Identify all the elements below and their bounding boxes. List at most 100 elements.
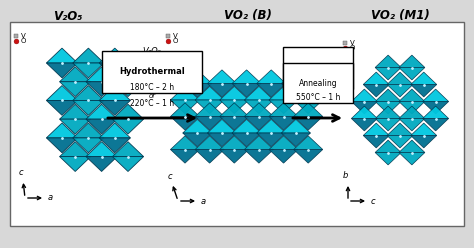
Text: a: a (48, 193, 53, 203)
Text: V₂O₅: V₂O₅ (53, 9, 82, 23)
Polygon shape (112, 67, 144, 82)
Polygon shape (245, 86, 273, 100)
Text: Hydrothermal: Hydrothermal (119, 67, 185, 76)
Polygon shape (399, 140, 425, 153)
Polygon shape (195, 117, 224, 130)
Polygon shape (195, 150, 224, 163)
Polygon shape (112, 142, 144, 156)
Polygon shape (375, 55, 401, 67)
Polygon shape (195, 86, 224, 100)
Polygon shape (375, 89, 401, 101)
Polygon shape (293, 103, 323, 117)
Polygon shape (73, 123, 104, 138)
Polygon shape (232, 70, 261, 84)
Text: 550°C – 1 h: 550°C – 1 h (296, 93, 340, 102)
Polygon shape (46, 123, 78, 138)
Polygon shape (86, 142, 117, 156)
Polygon shape (293, 136, 323, 150)
Polygon shape (423, 101, 448, 114)
Polygon shape (220, 150, 249, 163)
Text: O: O (21, 38, 27, 44)
Polygon shape (375, 140, 401, 153)
Polygon shape (220, 117, 249, 130)
Text: O: O (350, 45, 356, 51)
Text: O: O (173, 38, 178, 44)
Polygon shape (220, 100, 249, 114)
Polygon shape (293, 86, 323, 100)
Polygon shape (208, 84, 237, 97)
Polygon shape (411, 85, 437, 97)
Polygon shape (183, 84, 212, 97)
Polygon shape (387, 123, 413, 135)
Polygon shape (387, 135, 413, 148)
Polygon shape (208, 70, 237, 84)
Text: V₂O₅: V₂O₅ (143, 47, 162, 56)
Text: a: a (201, 196, 206, 206)
Polygon shape (73, 86, 104, 100)
Polygon shape (257, 84, 286, 97)
Polygon shape (399, 89, 425, 101)
Polygon shape (351, 89, 377, 101)
Polygon shape (245, 150, 273, 163)
Polygon shape (208, 119, 237, 133)
Polygon shape (375, 119, 401, 131)
Polygon shape (387, 72, 413, 85)
Polygon shape (46, 138, 78, 153)
FancyBboxPatch shape (10, 22, 464, 226)
Text: V: V (350, 40, 355, 46)
Polygon shape (46, 100, 78, 115)
Polygon shape (60, 67, 91, 82)
Polygon shape (60, 142, 91, 156)
Polygon shape (269, 86, 298, 100)
Polygon shape (411, 72, 437, 85)
Polygon shape (269, 100, 298, 114)
Polygon shape (73, 48, 104, 63)
Polygon shape (171, 117, 200, 130)
Polygon shape (257, 119, 286, 133)
Polygon shape (195, 136, 224, 150)
Polygon shape (293, 117, 323, 130)
Text: V: V (21, 33, 26, 39)
Polygon shape (399, 106, 425, 119)
Polygon shape (99, 48, 130, 63)
Polygon shape (171, 103, 200, 117)
Polygon shape (293, 150, 323, 163)
Polygon shape (411, 135, 437, 148)
Polygon shape (60, 82, 91, 97)
Polygon shape (245, 117, 273, 130)
Text: 180°C – 2 h: 180°C – 2 h (130, 84, 174, 93)
Polygon shape (399, 153, 425, 165)
Text: c: c (371, 196, 375, 206)
Polygon shape (73, 100, 104, 115)
Text: V: V (173, 33, 178, 39)
Polygon shape (183, 133, 212, 147)
Polygon shape (257, 133, 286, 147)
Polygon shape (86, 156, 117, 171)
Polygon shape (363, 123, 389, 135)
Polygon shape (351, 106, 377, 119)
Polygon shape (208, 133, 237, 147)
Polygon shape (46, 86, 78, 100)
Polygon shape (269, 103, 298, 117)
Polygon shape (351, 101, 377, 114)
Polygon shape (171, 150, 200, 163)
Polygon shape (245, 100, 273, 114)
Polygon shape (99, 63, 130, 78)
Polygon shape (60, 156, 91, 171)
Polygon shape (73, 138, 104, 153)
Polygon shape (112, 82, 144, 97)
Polygon shape (399, 67, 425, 80)
Text: or: or (148, 93, 155, 99)
Polygon shape (60, 104, 91, 119)
Polygon shape (60, 119, 91, 134)
Polygon shape (269, 117, 298, 130)
Text: c: c (168, 172, 173, 181)
Polygon shape (86, 67, 117, 82)
Polygon shape (269, 150, 298, 163)
Polygon shape (375, 101, 401, 114)
Polygon shape (73, 63, 104, 78)
Polygon shape (46, 63, 78, 78)
Polygon shape (171, 100, 200, 114)
Polygon shape (351, 119, 377, 131)
Polygon shape (387, 85, 413, 97)
